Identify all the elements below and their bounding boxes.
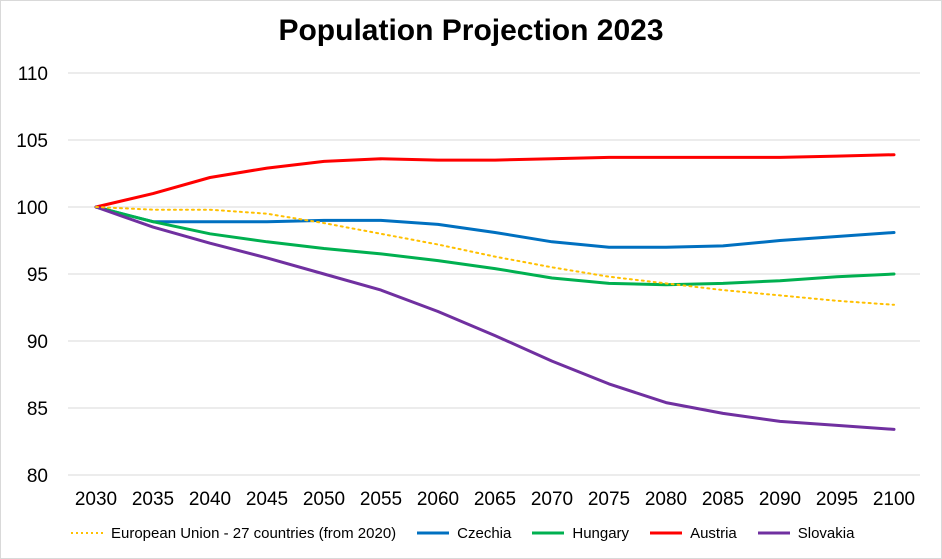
x-tick-label: 2060 <box>417 489 459 510</box>
y-tick-label: 95 <box>27 265 48 286</box>
legend-label: Slovakia <box>797 524 855 542</box>
x-tick-label: 2085 <box>702 489 744 510</box>
legend-swatch <box>417 531 450 535</box>
y-axis-ticks: 80 85 90 95 100 105 110 <box>16 64 48 487</box>
x-tick-label: 2065 <box>474 489 516 510</box>
legend: European Union - 27 countries (from 2020… <box>70 523 874 543</box>
x-tick-label: 2090 <box>759 489 801 510</box>
legend-swatch <box>757 531 790 535</box>
x-tick-label: 2035 <box>132 489 174 510</box>
x-tick-label: 2095 <box>816 489 858 510</box>
series-line-european-union-27-countries-from-2020 <box>95 206 895 306</box>
x-axis-ticks: 2030 2035 2040 2045 2050 2055 2060 2065 2070 2075… <box>75 489 915 510</box>
y-tick-label: 110 <box>18 64 48 85</box>
series-line-slovakia <box>94 205 896 431</box>
legend-label: Hungary <box>572 524 630 542</box>
gridlines <box>68 72 920 476</box>
series-lines <box>94 153 896 431</box>
y-tick-label: 100 <box>16 198 48 219</box>
series-line-hungary <box>94 205 896 287</box>
series-line-austria <box>94 153 896 209</box>
x-tick-label: 2055 <box>360 489 402 510</box>
x-tick-label: 2050 <box>303 489 345 510</box>
legend-label: Austria <box>690 524 737 542</box>
y-tick-label: 105 <box>16 131 48 152</box>
legend-item: Slovakia <box>757 524 855 542</box>
series-line-czechia <box>94 205 896 249</box>
x-tick-label: 2070 <box>531 489 573 510</box>
legend-swatch <box>532 531 565 535</box>
x-tick-label: 2075 <box>588 489 630 510</box>
y-tick-label: 85 <box>27 399 48 420</box>
x-tick-label: 2080 <box>645 489 687 510</box>
x-tick-label: 2040 <box>189 489 231 510</box>
legend-swatch <box>650 531 683 535</box>
legend-item: Czechia <box>416 525 511 542</box>
legend-swatch <box>71 532 103 534</box>
x-tick-label: 2100 <box>873 489 915 510</box>
y-tick-label: 80 <box>27 466 48 487</box>
x-tick-label: 2045 <box>246 489 288 510</box>
y-tick-label: 90 <box>27 332 48 353</box>
legend-item: Austria <box>649 525 737 542</box>
chart-title: Population Projection 2023 <box>278 14 664 47</box>
legend-label: European Union - 27 countries (from 2020… <box>111 524 397 542</box>
legend-label: Czechia <box>457 524 512 542</box>
x-tick-label: 2030 <box>75 489 117 510</box>
legend-item: European Union - 27 countries (from 2020… <box>70 525 396 542</box>
legend-item: Hungary <box>531 525 629 542</box>
